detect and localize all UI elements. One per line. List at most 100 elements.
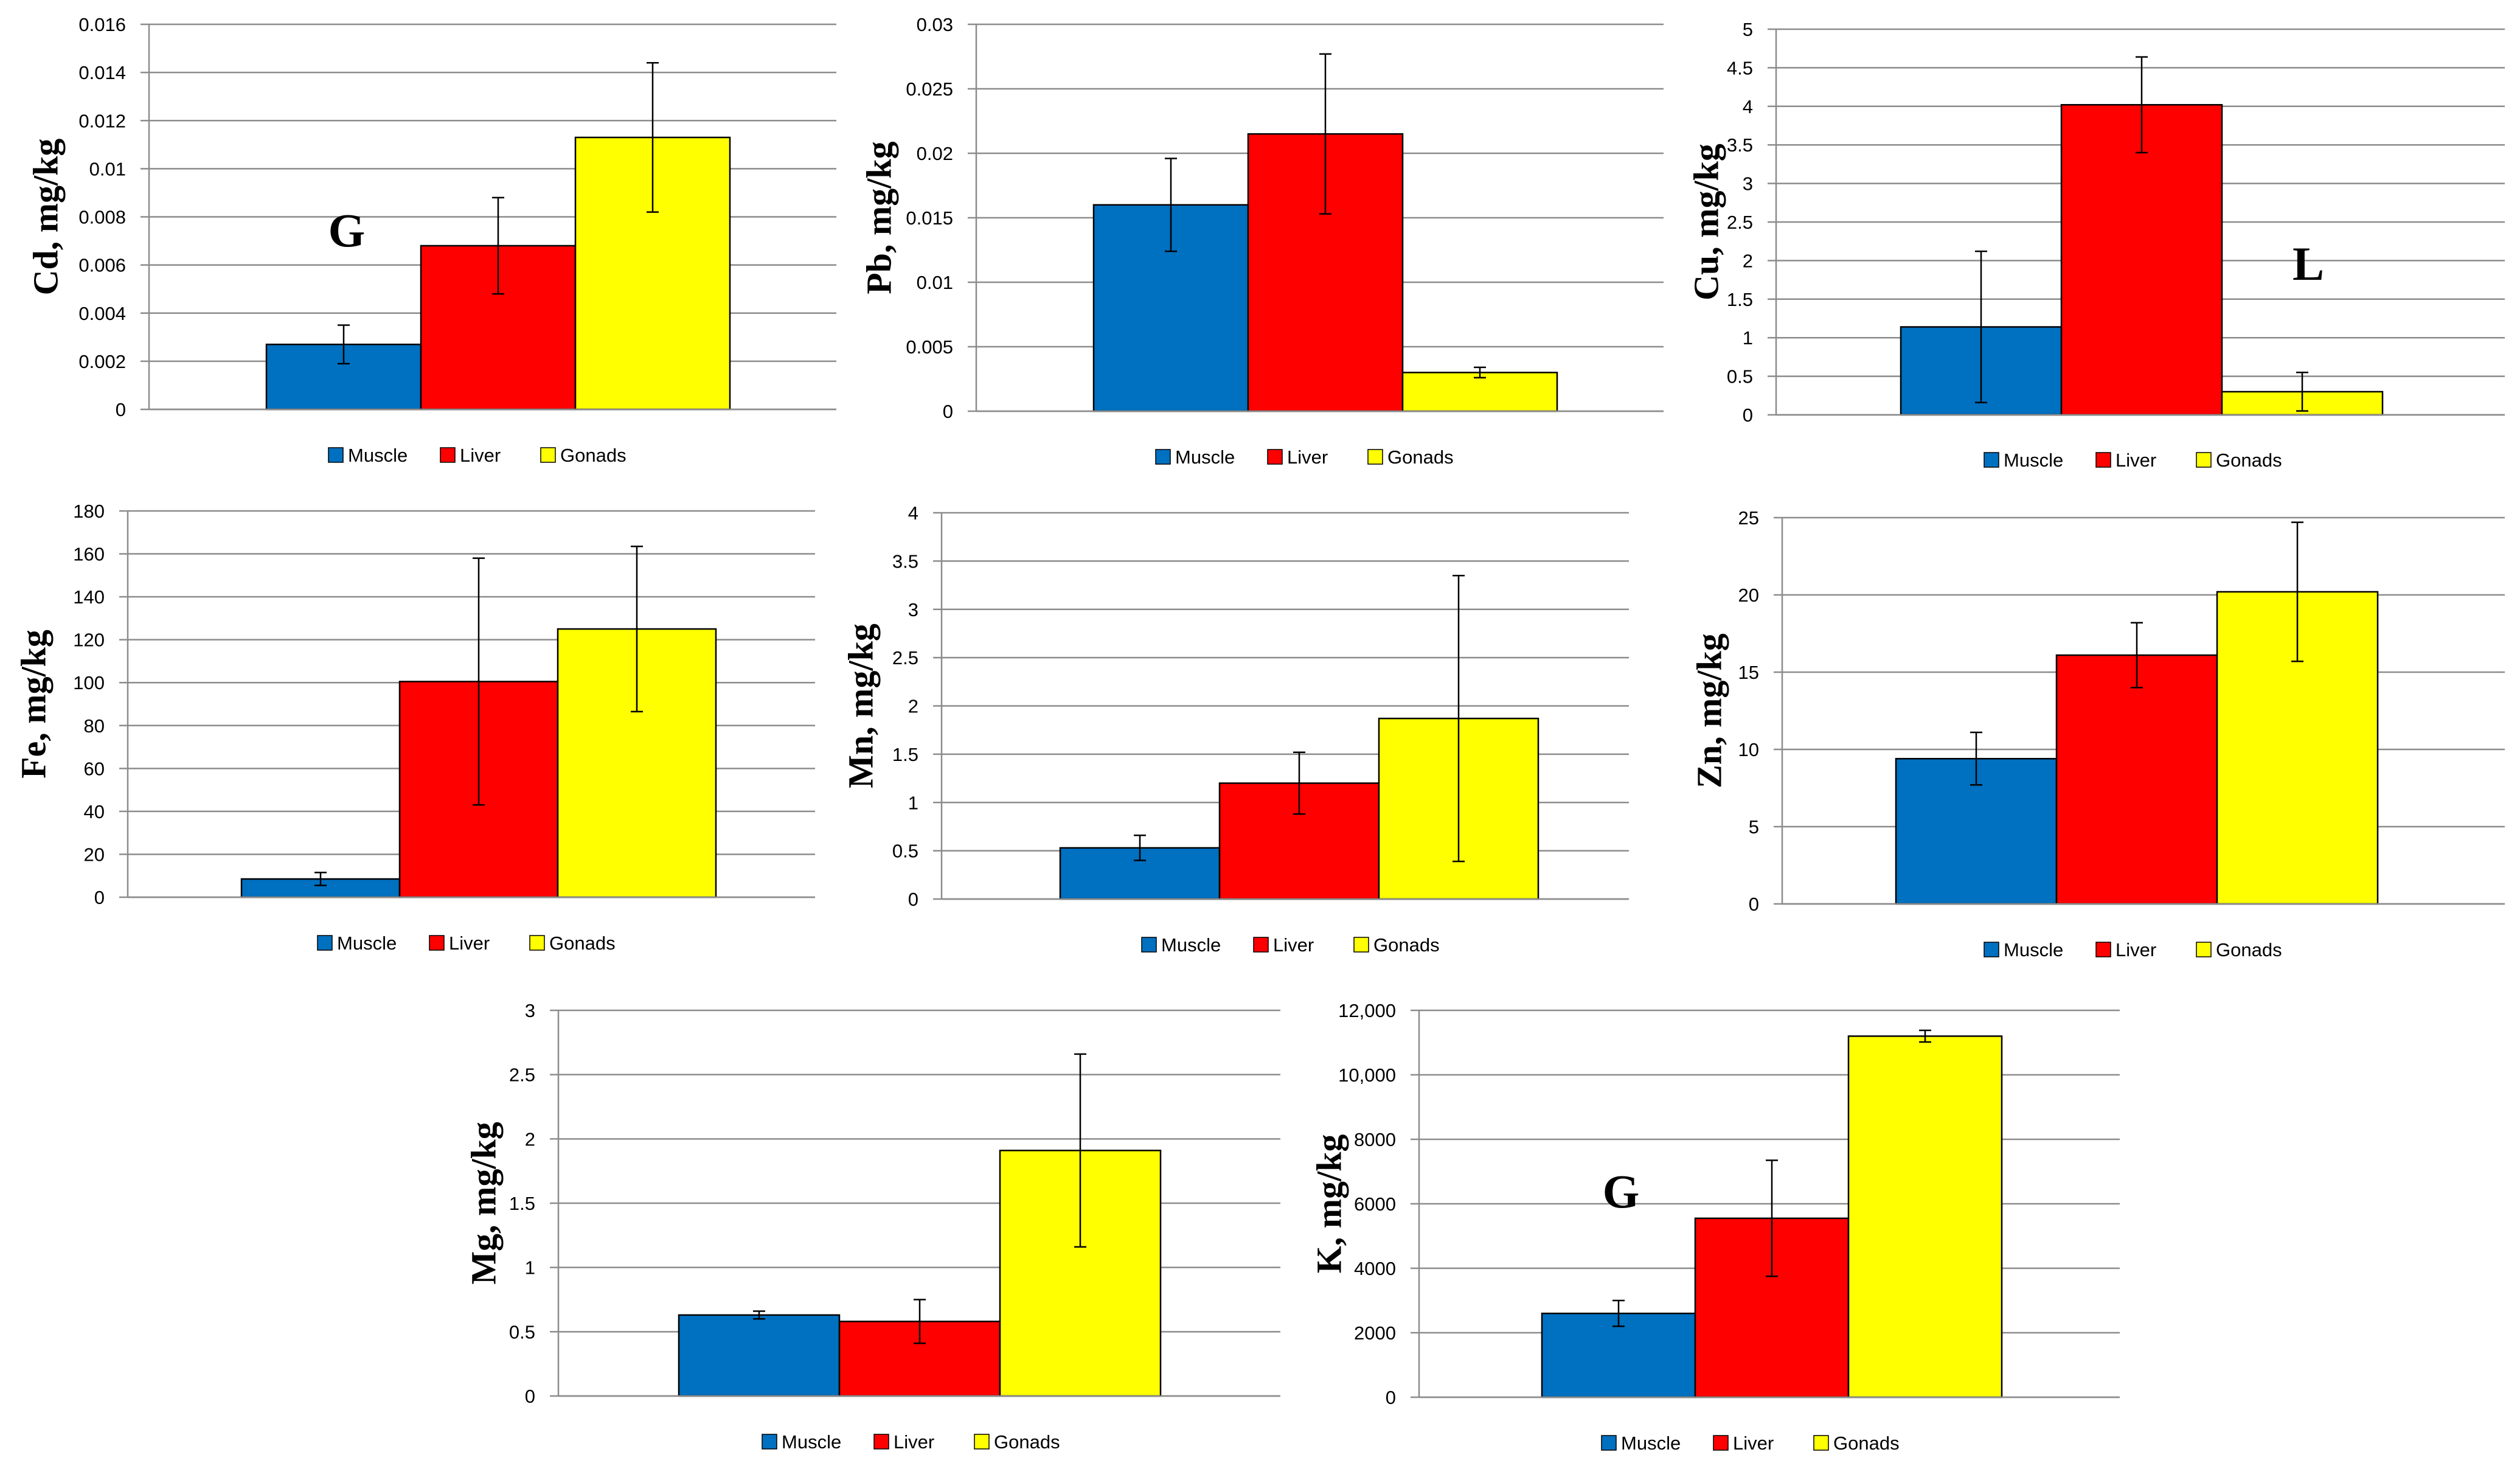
legend-swatch-gonads (2196, 452, 2212, 468)
y-tick-label: 2.5 (1727, 212, 1753, 233)
chart-fe: 0 20 40 60 80 100 120 140 160 180 Fe, mg/kg Muscle L… (14, 501, 815, 954)
legend-swatch-liver (2095, 942, 2111, 957)
y-tick-label: 12,000 (1338, 1000, 1396, 1021)
y-tick-label: 1.5 (1727, 289, 1753, 310)
legend-swatch-gonads (1353, 937, 1369, 953)
y-tick-label: 1 (525, 1257, 535, 1279)
y-tick-label: 0 (94, 887, 105, 908)
y-tick-label: 0 (116, 399, 126, 420)
y-tick-label: 6000 (1354, 1193, 1396, 1215)
legend-swatch-muscle (1984, 942, 1999, 957)
y-tick-label: 40 (84, 801, 105, 822)
annotation-letter: G (328, 204, 366, 257)
y-tick-label: 5 (1749, 816, 1759, 838)
y-tick-label: 0.004 (78, 303, 126, 324)
y-tick-label: 60 (84, 758, 105, 779)
y-tick-label: 2.5 (892, 647, 918, 669)
legend-swatch-liver (1267, 449, 1283, 465)
y-tick-label: 0 (1386, 1387, 1396, 1408)
chart-cd: 0 0.002 0.004 0.006 0.008 0.01 0.012 0.014 0.016… (26, 14, 836, 466)
y-tick-label: 10,000 (1338, 1064, 1396, 1086)
y-axis-label: Cd, mg/kg (26, 139, 66, 296)
legend-swatch-muscle (1141, 937, 1157, 953)
legend-label-gonads: Gonads (560, 445, 627, 466)
legend-swatch-gonads (2196, 942, 2212, 957)
y-tick-label: 0.012 (78, 110, 126, 131)
legend-label-muscle: Muscle (2004, 939, 2063, 960)
legend-label-muscle: Muscle (1621, 1433, 1681, 1454)
y-tick-label: 4.5 (1727, 57, 1753, 78)
y-tick-label: 3.5 (1727, 134, 1753, 156)
legend-swatch-liver (1713, 1435, 1729, 1451)
y-tick-label: 2 (908, 696, 918, 717)
legend-label-muscle: Muscle (782, 1431, 841, 1453)
chart-k: 0 2000 4000 6000 8000 10,000 12,000 K, mg/kg Mus… (1310, 1000, 2120, 1454)
chart-mn: 0 0.5 1 1.5 2 2.5 3 3.5 4 Mn, mg/kg Muscle Liver Gon… (841, 502, 1629, 956)
y-tick-label: 0 (1749, 894, 1759, 915)
legend-label-liver: Liver (1287, 446, 1328, 468)
y-tick-label: 4 (908, 502, 918, 524)
legend-label-liver: Liver (2116, 450, 2156, 471)
y-tick-label: 0.015 (906, 207, 953, 229)
legend-swatch-liver (440, 447, 456, 463)
legend-swatch-liver (2095, 452, 2111, 468)
y-tick-label: 1.5 (509, 1193, 535, 1214)
legend-swatch-gonads (1813, 1435, 1829, 1451)
legend-label-gonads: Gonads (1387, 446, 1454, 468)
y-tick-label: 2 (525, 1128, 535, 1150)
legend-swatch-muscle (1984, 452, 1999, 468)
y-tick-label: 2.5 (509, 1064, 535, 1086)
legend-label-muscle: Muscle (1175, 446, 1235, 468)
legend-label-liver: Liver (449, 932, 490, 954)
legend-swatch-gonads (1367, 449, 1383, 465)
legend-swatch-muscle (762, 1434, 777, 1450)
legend-swatch-gonads (529, 935, 545, 951)
y-tick-label: 180 (73, 501, 105, 522)
bar-gonads (1401, 372, 1558, 412)
annotation-letter: L (2293, 237, 2324, 290)
y-tick-label: 0 (943, 401, 953, 422)
y-axis-label: Mn, mg/kg (841, 623, 881, 788)
legend-label-gonads: Gonads (549, 932, 616, 954)
legend-label-muscle: Muscle (1161, 934, 1221, 956)
y-tick-label: 120 (73, 630, 105, 651)
chart-mg: 0 0.5 1 1.5 2 2.5 3 Mg, mg/kg Muscle Liver Gonads (464, 1000, 1280, 1453)
y-tick-label: 2 (1743, 250, 1753, 271)
y-tick-label: 0.005 (906, 336, 953, 358)
y-tick-label: 5 (1743, 19, 1753, 40)
legend-label-gonads: Gonads (1373, 934, 1440, 956)
legend-swatch-gonads (974, 1434, 990, 1450)
y-tick-label: 0 (908, 889, 918, 910)
legend-label-liver: Liver (1273, 934, 1314, 956)
legend-swatch-muscle (1601, 1435, 1617, 1451)
legend-label-muscle: Muscle (337, 932, 397, 954)
y-tick-label: 140 (73, 586, 105, 608)
y-tick-label: 0.5 (892, 841, 918, 862)
y-tick-label: 20 (84, 844, 105, 865)
y-axis-label: Cu, mg/kg (1687, 144, 1726, 300)
y-tick-label: 0.025 (906, 78, 953, 100)
y-tick-label: 20 (1738, 585, 1759, 606)
y-tick-label: 3 (908, 599, 918, 620)
chart-cu: 0 0.5 1 1.5 2 2.5 3 3.5 4 4.5 5 Cu, mg/kg Muscle Live… (1687, 19, 2505, 471)
legend-swatch-liver (1253, 937, 1269, 953)
y-tick-label: 4 (1743, 96, 1753, 117)
y-tick-label: 0.014 (78, 62, 126, 83)
legend-label-gonads: Gonads (2216, 939, 2282, 960)
y-tick-label: 0.5 (1727, 366, 1753, 387)
bar-muscle (678, 1314, 841, 1397)
legend-swatch-muscle (317, 935, 333, 951)
legend-label-gonads: Gonads (1833, 1433, 1900, 1454)
bar-liver (2055, 654, 2218, 905)
legend-label-muscle: Muscle (2004, 450, 2063, 471)
bar-gonads (1847, 1035, 2003, 1398)
y-axis-label: Fe, mg/kg (14, 630, 54, 779)
y-tick-label: 1.5 (892, 744, 918, 765)
y-tick-label: 25 (1738, 507, 1759, 529)
y-tick-label: 15 (1738, 662, 1759, 683)
legend-swatch-gonads (540, 447, 556, 463)
y-axis-label: Mg, mg/kg (464, 1122, 504, 1284)
y-tick-label: 0.5 (509, 1321, 535, 1342)
chart-zn: 0 5 10 15 20 25 Zn, mg/kg Muscle Liver Gonads (1690, 507, 2505, 960)
